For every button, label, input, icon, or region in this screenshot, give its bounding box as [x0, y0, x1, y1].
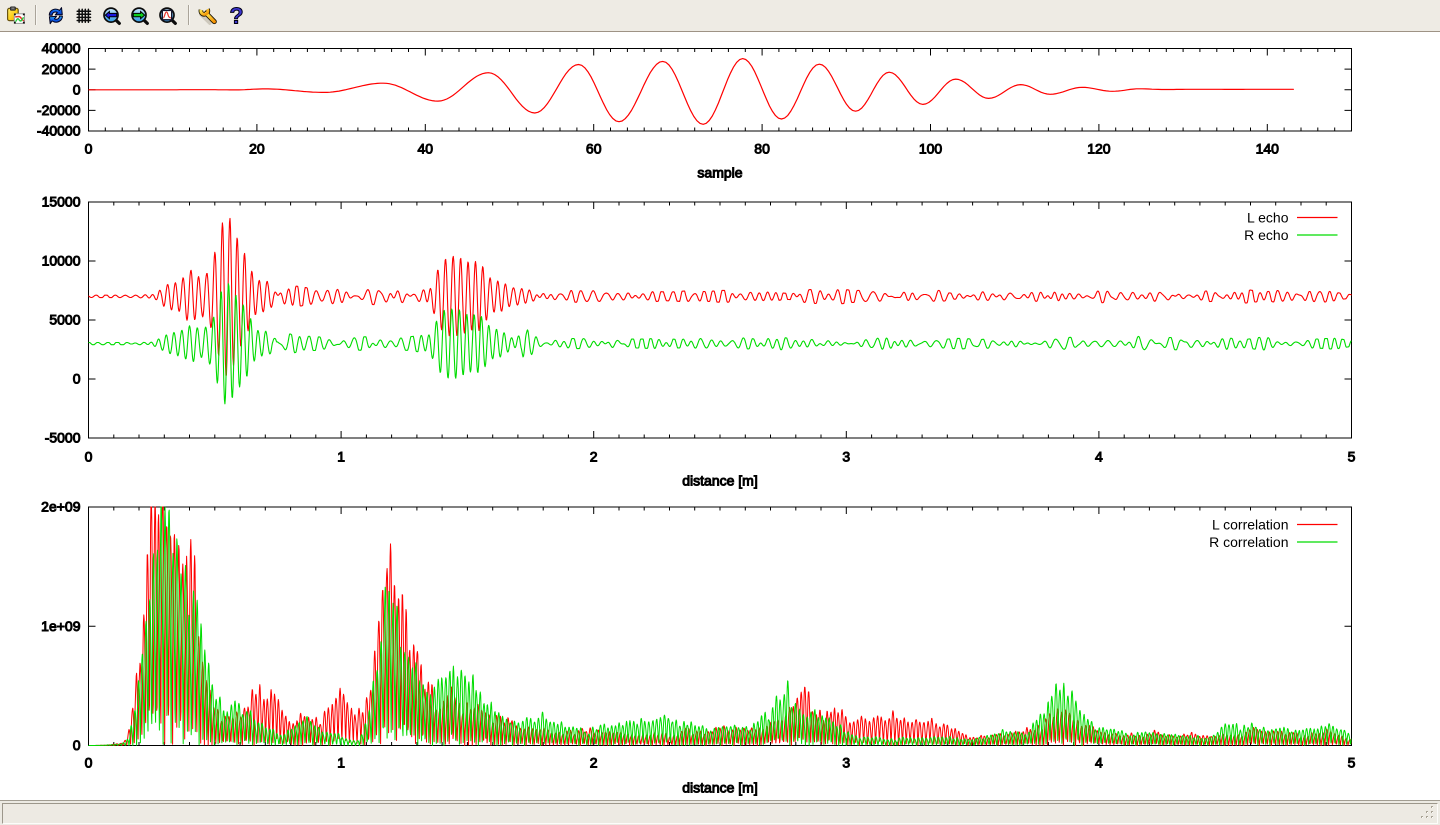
- svg-text:4: 4: [1095, 755, 1103, 771]
- svg-text:3: 3: [842, 755, 850, 771]
- svg-text:1: 1: [337, 449, 345, 465]
- svg-text:0: 0: [73, 371, 81, 387]
- svg-text:0: 0: [85, 755, 93, 771]
- svg-text:2: 2: [590, 449, 598, 465]
- svg-text:?: ?: [229, 3, 243, 29]
- svg-text:-40000: -40000: [37, 123, 81, 139]
- svg-text:120: 120: [1087, 141, 1111, 157]
- svg-text:20000: 20000: [42, 61, 81, 77]
- svg-text:5000: 5000: [49, 312, 80, 328]
- svg-text:sample: sample: [697, 165, 742, 181]
- svg-text:140: 140: [1256, 141, 1280, 157]
- svg-text:0: 0: [73, 82, 81, 98]
- svg-text:2e+09: 2e+09: [41, 499, 81, 515]
- svg-text:distance [m]: distance [m]: [682, 780, 757, 796]
- svg-text:80: 80: [754, 141, 770, 157]
- svg-text:1: 1: [337, 755, 345, 771]
- svg-text:100: 100: [919, 141, 943, 157]
- svg-text:4: 4: [1095, 449, 1103, 465]
- svg-text:L echo: L echo: [1247, 209, 1289, 225]
- svg-text:R echo: R echo: [1244, 227, 1289, 243]
- svg-text:distance [m]: distance [m]: [682, 473, 757, 489]
- svg-text:L correlation: L correlation: [1212, 516, 1289, 532]
- svg-text:-20000: -20000: [37, 102, 81, 118]
- svg-text:20: 20: [249, 141, 265, 157]
- svg-text:0: 0: [85, 141, 93, 157]
- svg-text:10000: 10000: [42, 253, 81, 269]
- svg-text:1e+09: 1e+09: [41, 618, 81, 634]
- svg-text:0: 0: [73, 737, 81, 753]
- svg-text:40: 40: [418, 141, 434, 157]
- svg-text:R correlation: R correlation: [1209, 534, 1288, 550]
- svg-text:2: 2: [590, 755, 598, 771]
- svg-text:40000: 40000: [42, 40, 81, 56]
- svg-text:3: 3: [842, 449, 850, 465]
- svg-text:5: 5: [1348, 449, 1356, 465]
- svg-text:60: 60: [586, 141, 602, 157]
- svg-text:5: 5: [1348, 755, 1356, 771]
- svg-text:-5000: -5000: [45, 430, 81, 446]
- svg-text:15000: 15000: [42, 194, 81, 210]
- svg-text:0: 0: [85, 449, 93, 465]
